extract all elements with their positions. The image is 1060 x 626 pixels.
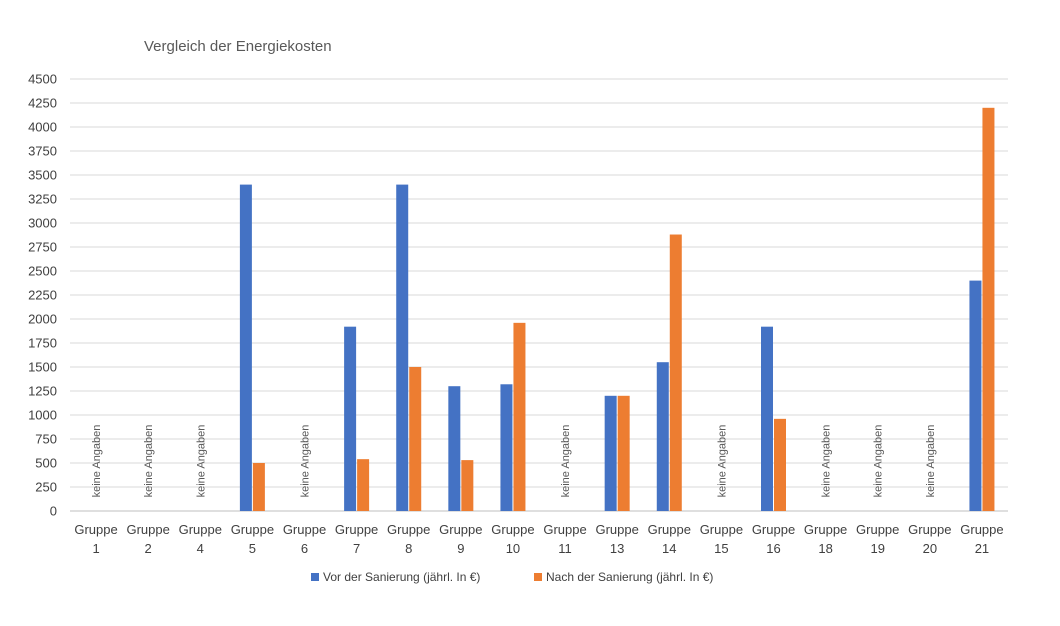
y-tick-label: 3250 <box>28 192 57 207</box>
x-tick-label: 7 <box>353 541 360 556</box>
x-tick-label: 10 <box>506 541 520 556</box>
y-tick-label: 2250 <box>28 288 57 303</box>
x-tick-label: Gruppe <box>283 522 326 537</box>
x-tick-label: Gruppe <box>595 522 638 537</box>
gridlines <box>70 78 1008 512</box>
bar <box>252 463 265 511</box>
annotation-label: keine Angaben <box>143 425 155 498</box>
x-tick-label: Gruppe <box>335 522 378 537</box>
x-tick-label: 6 <box>301 541 308 556</box>
bar <box>761 326 773 511</box>
x-tick-label: 4 <box>197 541 204 556</box>
x-tick-label: Gruppe <box>752 522 795 537</box>
bar <box>982 107 995 512</box>
x-tick-label: 15 <box>714 541 728 556</box>
legend-label: Vor der Sanierung (jährl. In €) <box>323 570 480 584</box>
x-tick-label: 14 <box>662 541 676 556</box>
y-tick-label: 750 <box>35 432 57 447</box>
annotation-label: keine Angaben <box>300 425 312 498</box>
legend-swatch <box>311 573 319 581</box>
y-tick-label: 3500 <box>28 168 57 183</box>
x-tick-label: Gruppe <box>126 522 169 537</box>
bar <box>513 322 526 511</box>
x-tick-label: 18 <box>818 541 832 556</box>
y-tick-label: 2500 <box>28 264 57 279</box>
y-tick-label: 4250 <box>28 96 57 111</box>
x-tick-label: Gruppe <box>387 522 430 537</box>
y-tick-label: 3000 <box>28 216 57 231</box>
bar <box>617 395 630 511</box>
x-tick-label: 9 <box>457 541 464 556</box>
x-tick-label: Gruppe <box>491 522 534 537</box>
x-tick-label: Gruppe <box>543 522 586 537</box>
x-tick-label: Gruppe <box>74 522 117 537</box>
x-tick-label: Gruppe <box>804 522 847 537</box>
legend-swatch <box>534 573 542 581</box>
chart-title: Vergleich der Energiekosten <box>144 38 332 55</box>
annotation-label: keine Angaben <box>560 425 572 498</box>
x-tick-label: Gruppe <box>908 522 951 537</box>
bar <box>396 184 409 511</box>
x-tick-label: Gruppe <box>856 522 899 537</box>
y-tick-label: 4500 <box>28 72 57 87</box>
bar <box>969 280 982 511</box>
x-tick-label: Gruppe <box>960 522 1003 537</box>
bar <box>344 326 357 511</box>
y-tick-label: 1000 <box>28 408 57 423</box>
x-tick-label: 5 <box>249 541 256 556</box>
y-tick-label: 4000 <box>28 120 57 135</box>
x-tick-label: 1 <box>92 541 99 556</box>
x-axis: Gruppe 1 Gruppe 2 Gruppe 4 Gruppe 5 Gruppe 6 Grupp… <box>74 522 1003 556</box>
annotation-label: keine Angaben <box>925 425 937 498</box>
bar <box>239 184 252 511</box>
bar <box>656 362 669 511</box>
bar <box>461 460 474 511</box>
x-tick-label: 13 <box>610 541 624 556</box>
annotation-label: keine Angaben <box>821 425 833 498</box>
bar <box>669 234 682 511</box>
x-tick-label: 11 <box>558 541 572 556</box>
y-tick-label: 2000 <box>28 312 57 327</box>
y-tick-label: 0 <box>50 504 57 519</box>
y-tick-label: 500 <box>35 456 57 471</box>
x-tick-label: Gruppe <box>179 522 222 537</box>
bar <box>774 418 786 511</box>
x-tick-label: Gruppe <box>648 522 691 537</box>
bar <box>357 459 370 511</box>
x-tick-label: 21 <box>975 541 989 556</box>
annotation-label: keine Angaben <box>195 425 207 498</box>
bar <box>500 384 513 511</box>
annotation-label: keine Angaben <box>91 425 103 498</box>
bars <box>239 107 995 512</box>
annotations: keine Angaben keine Angaben keine Angaben k… <box>91 425 937 498</box>
x-tick-label: Gruppe <box>231 522 274 537</box>
bar <box>604 395 617 511</box>
x-tick-label: 20 <box>923 541 937 556</box>
x-tick-label: 19 <box>870 541 884 556</box>
x-tick-label: 16 <box>766 541 780 556</box>
y-tick-label: 250 <box>35 480 57 495</box>
y-tick-label: 1750 <box>28 336 57 351</box>
annotation-label: keine Angaben <box>716 425 728 498</box>
legend: Vor der Sanierung (jährl. In €) Nach der … <box>311 570 713 584</box>
bar <box>448 386 461 511</box>
x-tick-label: Gruppe <box>700 522 743 537</box>
y-tick-label: 1250 <box>28 384 57 399</box>
x-tick-label: Gruppe <box>439 522 482 537</box>
y-tick-label: 1500 <box>28 360 57 375</box>
y-tick-label: 3750 <box>28 144 57 159</box>
bar <box>409 367 422 511</box>
annotation-label: keine Angaben <box>873 425 885 498</box>
legend-label: Nach der Sanierung (jährl. In €) <box>546 570 713 584</box>
x-tick-label: 8 <box>405 541 412 556</box>
x-tick-label: 2 <box>145 541 152 556</box>
y-tick-label: 2750 <box>28 240 57 255</box>
y-axis: 0 250 500 750 1000 1250 1500 1750 2000 2250 2500 27… <box>28 72 57 519</box>
